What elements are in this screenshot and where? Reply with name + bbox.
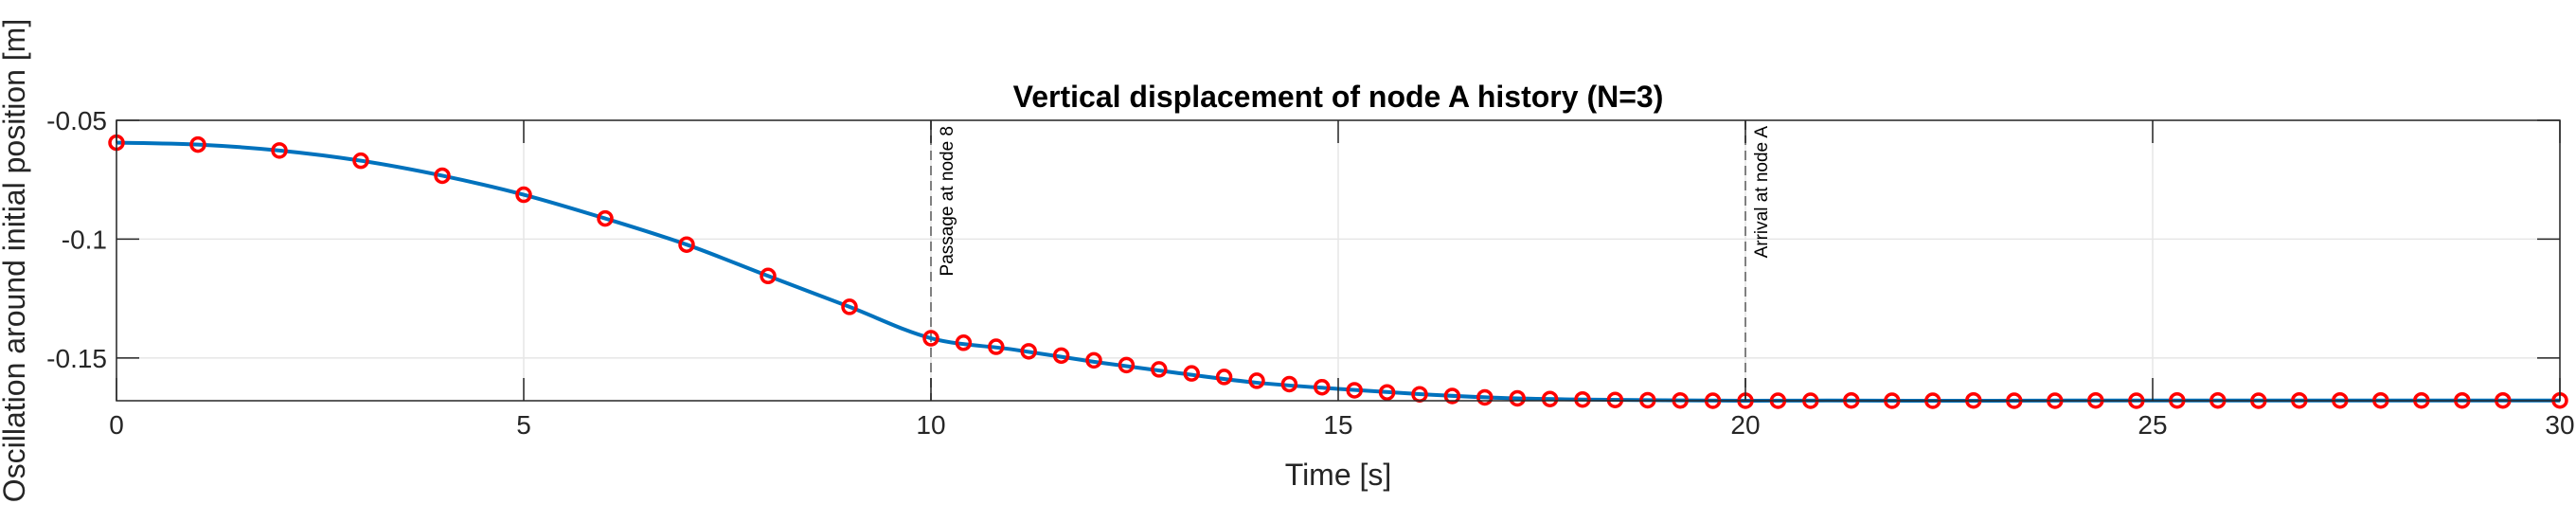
annotations: Passage at node 8 Arrival at node A bbox=[930, 120, 1772, 401]
x-tick-label: 25 bbox=[2138, 410, 2167, 440]
data-point-marker bbox=[597, 209, 614, 227]
y-tick-label: -0.15 bbox=[46, 344, 107, 373]
x-tick-label: 0 bbox=[109, 410, 124, 440]
y-tick-label: -0.05 bbox=[46, 106, 107, 135]
data-point-marker bbox=[760, 267, 777, 285]
data-point-marker bbox=[1215, 369, 1233, 386]
annotation-label: Arrival at node A bbox=[1752, 126, 1772, 259]
chart-title: Vertical displacement of node A history … bbox=[1013, 80, 1664, 114]
x-tick-label: 5 bbox=[516, 410, 531, 440]
x-tick-label: 20 bbox=[1730, 410, 1760, 440]
data-point-marker bbox=[1606, 391, 1624, 408]
y-axis-label: Oscillation around initial position [m] bbox=[0, 19, 31, 502]
data-point-marker bbox=[1118, 356, 1136, 374]
data-point-marker bbox=[922, 330, 939, 347]
data-point-marker bbox=[1151, 361, 1168, 378]
annotation-label: Passage at node 8 bbox=[938, 126, 957, 276]
data-point-marker bbox=[841, 298, 858, 315]
data-point-marker bbox=[1443, 387, 1461, 405]
x-tick-label: 15 bbox=[1323, 410, 1352, 440]
data-point-marker bbox=[1052, 347, 1070, 365]
data-point-marker bbox=[1248, 372, 1265, 389]
x-tick-label: 30 bbox=[2545, 410, 2574, 440]
data-point-marker bbox=[271, 142, 288, 159]
axis-ticks bbox=[116, 119, 2561, 401]
x-axis-label: Time [s] bbox=[1285, 458, 1392, 492]
data-point-marker bbox=[678, 236, 695, 253]
data-point-marker bbox=[1509, 389, 1526, 407]
data-point-marker bbox=[1183, 365, 1200, 382]
data-point-marker bbox=[189, 135, 206, 153]
data-point-marker bbox=[1314, 378, 1331, 396]
data-point-marker bbox=[1280, 375, 1298, 393]
data-point-marker bbox=[434, 167, 451, 185]
data-point-marker bbox=[1020, 343, 1037, 360]
x-tick-labels: 0 5 10 15 20 25 30 bbox=[109, 410, 2574, 440]
data-point-marker bbox=[1476, 388, 1494, 406]
y-tick-labels: -0.15 -0.1 -0.05 bbox=[46, 106, 107, 373]
data-point-marker bbox=[988, 338, 1005, 355]
data-point-marker bbox=[352, 152, 369, 170]
data-point-marker bbox=[1541, 390, 1559, 407]
data-point-marker bbox=[1574, 390, 1591, 408]
data-point-marker bbox=[1346, 382, 1363, 399]
data-point-marker bbox=[1085, 351, 1102, 369]
data-point-marker bbox=[955, 334, 973, 351]
data-point-marker bbox=[515, 186, 532, 204]
x-tick-label: 10 bbox=[916, 410, 945, 440]
y-tick-label: -0.1 bbox=[62, 225, 107, 254]
data-point-marker bbox=[1378, 384, 1396, 401]
